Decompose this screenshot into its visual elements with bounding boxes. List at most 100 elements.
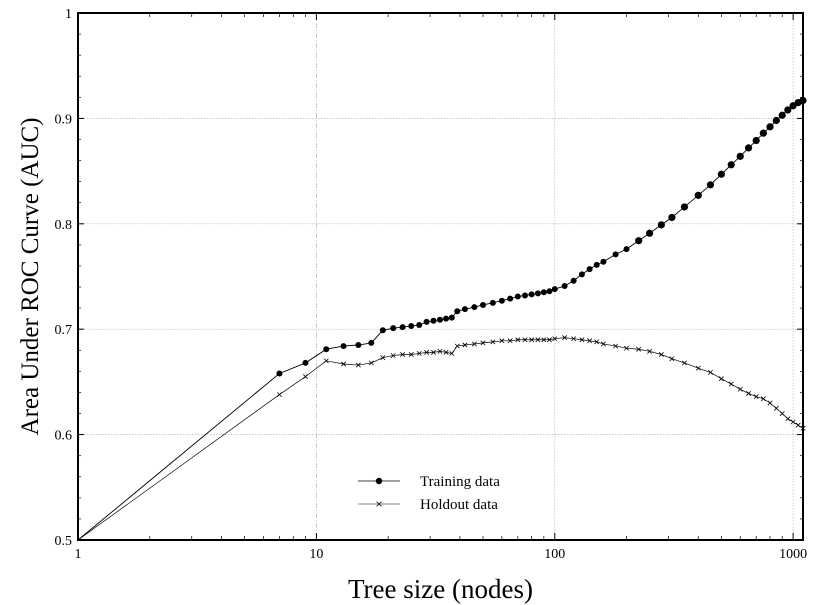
holdout-point [462, 342, 468, 348]
holdout-point [490, 339, 496, 345]
training-point [534, 290, 541, 297]
training-point [498, 297, 505, 304]
holdout-point [647, 348, 653, 354]
training-point [694, 191, 702, 199]
training-point [727, 161, 735, 169]
training-point [600, 258, 607, 265]
training-point [635, 237, 643, 245]
holdout-point [529, 337, 535, 343]
training-point [593, 261, 600, 268]
training-point [355, 342, 362, 349]
training-point [454, 308, 461, 315]
training-point [416, 321, 423, 328]
training-point [448, 314, 455, 321]
holdout-point [408, 352, 414, 357]
training-point [514, 293, 521, 300]
holdout-point [695, 365, 701, 371]
training-point [443, 315, 450, 322]
training-point [408, 323, 415, 330]
holdout-point [449, 350, 455, 356]
training-point [706, 181, 715, 189]
training-point [668, 213, 676, 222]
plot-frame [77, 12, 804, 541]
holdout-point [785, 416, 791, 422]
training-point [323, 346, 330, 353]
holdout-point [613, 343, 619, 349]
training-point [717, 170, 725, 178]
training-point [778, 111, 786, 119]
holdout-point [579, 337, 585, 343]
x-tick-label: 10 [309, 547, 323, 562]
training-point [766, 123, 774, 131]
training-point [551, 286, 558, 293]
holdout-point [669, 356, 675, 362]
holdout-point [471, 341, 477, 347]
holdout-point [302, 374, 308, 380]
training-point [759, 129, 767, 137]
x-tick-label: 1000 [779, 547, 807, 562]
holdout-point [454, 343, 460, 349]
training-point [546, 288, 553, 295]
training-point [302, 359, 309, 366]
training-point [752, 136, 760, 145]
y-tick-label: 0.6 [55, 429, 73, 444]
holdout-point [767, 400, 773, 406]
holdout-point [562, 335, 568, 341]
training-point [379, 327, 386, 334]
training-point [612, 251, 619, 258]
holdout-point [480, 340, 486, 346]
training-point [680, 203, 689, 211]
training-point [390, 325, 397, 332]
holdout-point [594, 339, 600, 345]
training-point [430, 317, 437, 324]
training-point [507, 295, 514, 302]
legend-label-holdout: Holdout data [420, 497, 498, 513]
holdout-point [380, 355, 386, 361]
holdout-point [522, 337, 528, 343]
holdout-point [728, 381, 734, 387]
y-tick-label: 0.7 [55, 323, 73, 338]
training-point [399, 324, 406, 331]
holdout-point [795, 422, 801, 428]
y-axis-title: Area Under ROC Curve (AUC) [17, 118, 44, 436]
holdout-point [368, 360, 374, 366]
y-tick-label: 0.9 [55, 112, 73, 127]
holdout-point [718, 376, 724, 382]
holdout-point [624, 345, 629, 351]
holdout-point [341, 361, 347, 367]
series-training [77, 96, 807, 541]
training-point [340, 343, 347, 350]
training-point [623, 246, 630, 253]
holdout-point [515, 337, 521, 343]
holdout-point [600, 341, 606, 347]
holdout-point [636, 346, 642, 352]
holdout-point [424, 349, 430, 355]
holdout-point [535, 337, 541, 343]
training-point [744, 144, 753, 152]
y-tick-label: 1 [65, 7, 72, 22]
holdout-point [437, 348, 443, 354]
series-layer [77, 96, 807, 541]
y-tick-label: 0.8 [55, 218, 73, 233]
holdout-point [400, 352, 406, 357]
holdout-point [507, 338, 513, 344]
training-point [489, 299, 496, 306]
x-tick-label: 1 [75, 547, 82, 562]
legend: Training data Holdout data [358, 474, 500, 513]
legend-label-training: Training data [420, 474, 500, 490]
training-point [540, 289, 547, 296]
x-axis-title: Tree size (nodes) [348, 574, 533, 604]
training-point [436, 316, 443, 323]
training-point [736, 152, 744, 160]
holdout-point [431, 349, 436, 355]
legend-marker-holdout [376, 501, 382, 507]
holdout-point [390, 353, 396, 359]
holdout-point [760, 396, 766, 402]
legend-marker-training [375, 477, 383, 485]
holdout-point [790, 419, 796, 425]
training-point [570, 277, 577, 284]
grid-lines [78, 13, 803, 540]
legend-x-mark [376, 501, 382, 507]
training-point [646, 229, 654, 237]
training-point [423, 318, 430, 325]
